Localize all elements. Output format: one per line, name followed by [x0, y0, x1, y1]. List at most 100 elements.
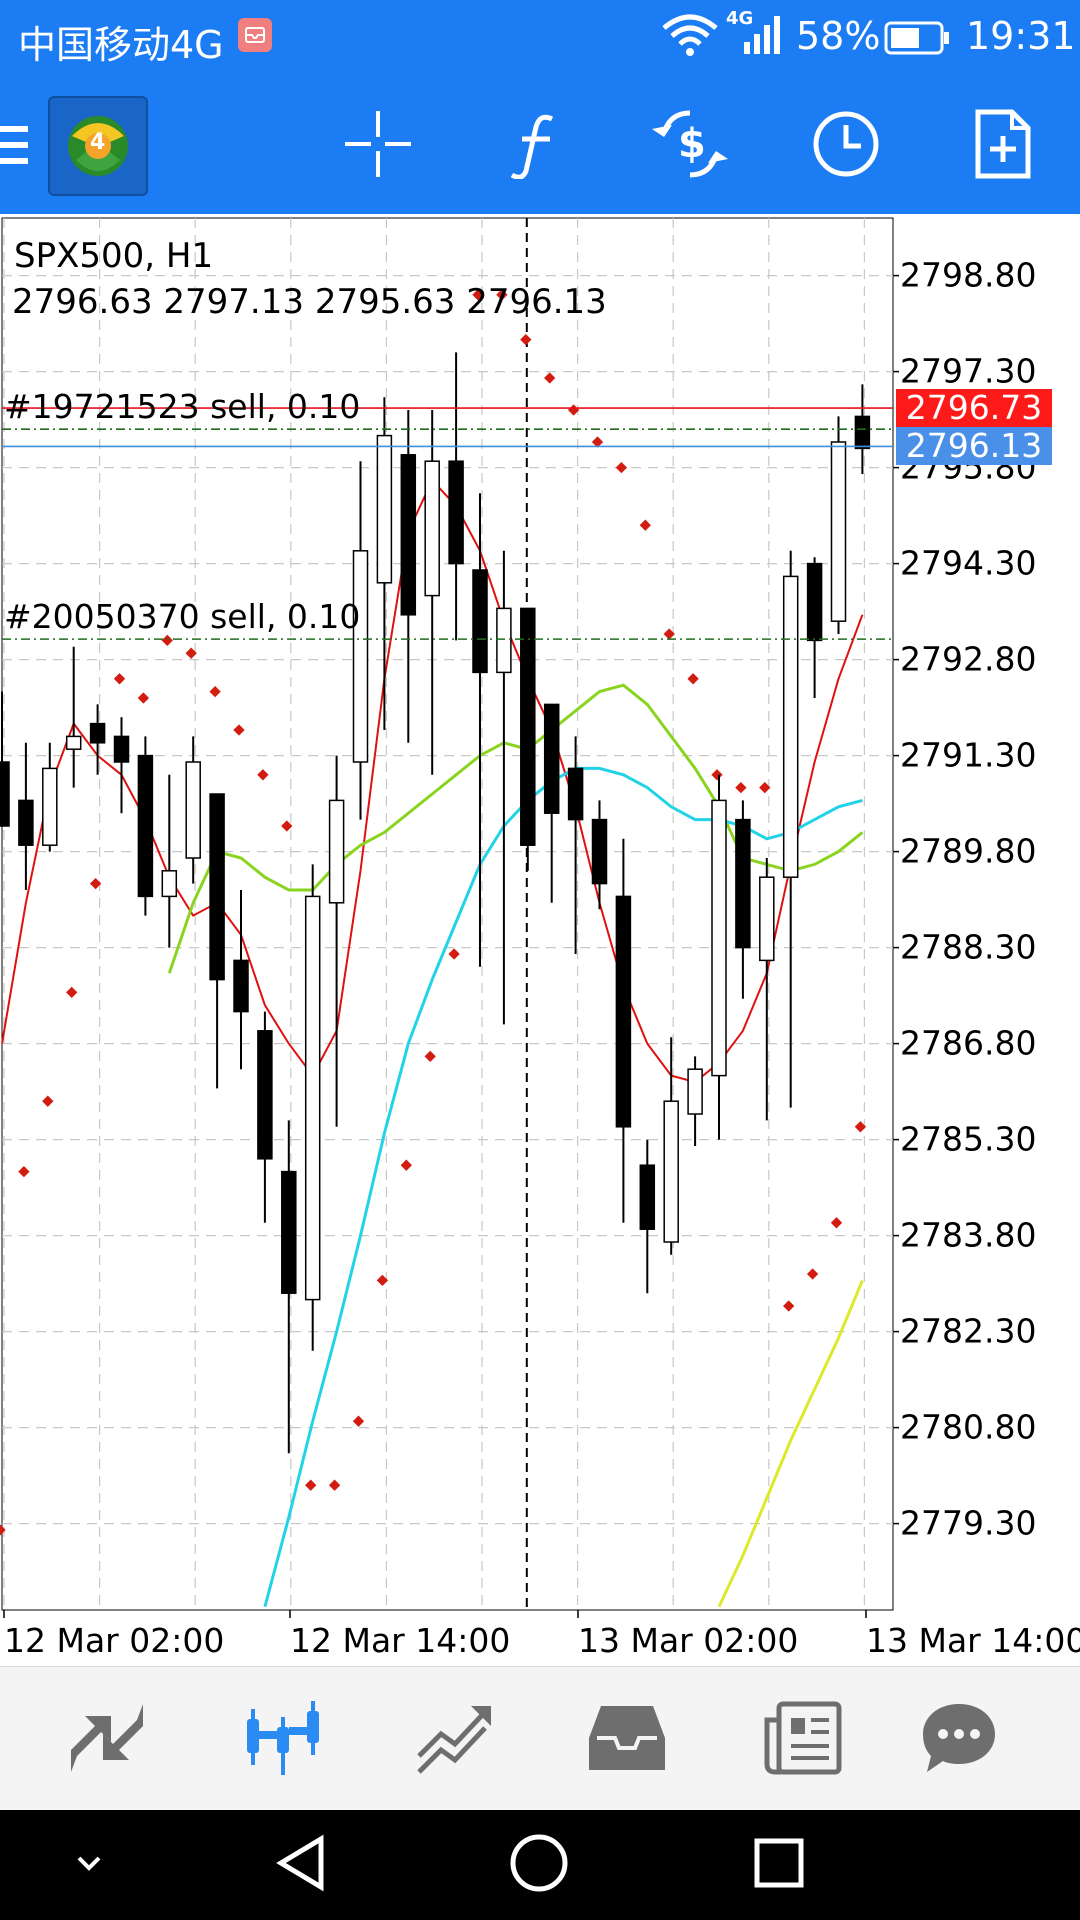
candle	[209, 793, 225, 1089]
y-tick-label: 2794.30	[900, 544, 1036, 583]
candle	[759, 858, 775, 1121]
candle-body-bearish	[520, 607, 536, 846]
candle	[0, 691, 10, 827]
tab-chat[interactable]	[904, 1685, 1014, 1795]
y-tick-label: 2786.80	[900, 1024, 1036, 1063]
price-chart[interactable]: 2798.80 2797.30 2795.80 2794.30 2792.80 2791.…	[0, 214, 1080, 1666]
sar-dot	[424, 1050, 436, 1063]
candle-body-bullish	[352, 550, 369, 763]
chart-grid	[1, 217, 894, 1611]
sar-dot	[830, 1217, 843, 1229]
candle	[281, 1120, 297, 1454]
candle	[352, 461, 369, 820]
candle-body-bullish	[663, 1100, 679, 1243]
svg-text:$: $	[678, 121, 706, 167]
ohlc-label: 2796.63 2797.13 2795.63 2796.13	[12, 282, 607, 322]
candle	[687, 1056, 703, 1146]
signal-icon	[742, 14, 786, 60]
candle-body-bullish	[376, 434, 393, 584]
sar-dot	[161, 634, 173, 647]
x-tick-label: 12 Mar 14:00	[290, 1621, 510, 1660]
x-tick-label: 13 Mar 02:00	[578, 1621, 798, 1660]
logo-number: 4	[90, 130, 106, 155]
tab-chart[interactable]	[228, 1685, 338, 1795]
carrier-label: 中国移动4G	[18, 23, 224, 67]
y-tick-label: 2779.30	[900, 1504, 1036, 1543]
candle-body-bearish	[806, 562, 823, 642]
candle-body-bearish	[472, 569, 488, 674]
recents-icon	[751, 1835, 807, 1895]
new-order-button[interactable]	[952, 96, 1052, 196]
battery-percent: 58%	[796, 14, 881, 58]
sar-dot	[544, 372, 556, 384]
candle	[161, 774, 178, 948]
sar-dot	[42, 1095, 54, 1107]
trade-icon	[415, 1700, 495, 1780]
back-button[interactable]	[256, 1825, 346, 1905]
metatrader-logo[interactable]: 4	[48, 96, 148, 196]
y-tick-label: 2785.30	[900, 1120, 1036, 1159]
y-tick-label: 2791.30	[900, 736, 1036, 775]
candle-body-bearish	[281, 1170, 297, 1294]
collapse-icon	[69, 1848, 109, 1882]
sar-dot	[328, 1479, 341, 1491]
tab-quotes[interactable]	[52, 1685, 162, 1795]
candle-body-bullish	[42, 767, 58, 846]
candle-body-bearish	[543, 703, 560, 814]
sar-dot	[18, 1165, 30, 1178]
tab-news[interactable]	[748, 1685, 858, 1795]
timeframe-button[interactable]	[796, 96, 896, 196]
candle	[304, 864, 321, 1351]
candle-body-bullish	[185, 761, 201, 859]
candle-body-bullish	[496, 607, 512, 674]
candle	[89, 704, 106, 775]
sar-dot	[639, 519, 651, 531]
order-label[interactable]: #20050370 sell, 0.10	[4, 597, 361, 637]
sar-dot	[352, 1415, 365, 1427]
home-button[interactable]	[494, 1825, 584, 1905]
sar-dot	[854, 1121, 867, 1133]
order-label[interactable]: #19721523 sell, 0.10	[4, 387, 361, 427]
sar-dot	[400, 1159, 412, 1171]
candle	[782, 550, 799, 1108]
tab-trade[interactable]	[400, 1685, 510, 1795]
candle	[233, 890, 249, 1070]
price-axis: 2798.802797.302795.802794.302792.802791.…	[3, 256, 1080, 1660]
x-tick-label: 13 Mar 14:00	[866, 1621, 1080, 1660]
candle-body-bearish	[209, 793, 225, 981]
candle-body-bearish	[639, 1164, 656, 1230]
change-symbol-icon: $	[648, 107, 732, 185]
notification-app-icon	[238, 18, 272, 52]
sar-dot	[305, 1479, 317, 1491]
y-tick-label: 2782.30	[900, 1312, 1036, 1351]
sar-dot	[472, 289, 484, 301]
candle	[543, 703, 560, 903]
candle	[591, 800, 608, 910]
candle-body-bullish	[711, 799, 727, 1077]
tab-history[interactable]	[572, 1685, 682, 1795]
menu-icon[interactable]	[0, 118, 30, 172]
candle-body-bearish	[0, 761, 10, 827]
change-symbol-button[interactable]: $	[640, 96, 740, 196]
indicators-button[interactable]	[484, 96, 584, 196]
candle	[448, 352, 464, 641]
candle-body-bearish	[400, 454, 417, 616]
sar-dot	[567, 404, 580, 416]
symbol-label: SPX500, H1	[14, 236, 214, 276]
home-icon	[508, 1832, 570, 1898]
chart-canvas[interactable]: 2798.802797.302795.802794.302792.802791.…	[0, 214, 1080, 1666]
sar-dot	[185, 647, 197, 659]
new-order-icon	[972, 108, 1032, 184]
recents-button[interactable]	[734, 1825, 824, 1905]
crosshair-button[interactable]	[328, 96, 428, 196]
y-tick-label: 2798.80	[900, 256, 1036, 295]
quotes-icon	[67, 1700, 147, 1780]
sar-dot	[591, 436, 604, 448]
candle	[830, 416, 847, 634]
candle-body-bearish	[257, 1030, 273, 1160]
collapse-button[interactable]	[44, 1825, 134, 1905]
y-tick-label: 2797.30	[900, 352, 1036, 391]
battery-icon	[884, 20, 950, 60]
candle-body-bullish	[759, 876, 775, 962]
candle-body-bullish	[687, 1068, 703, 1115]
